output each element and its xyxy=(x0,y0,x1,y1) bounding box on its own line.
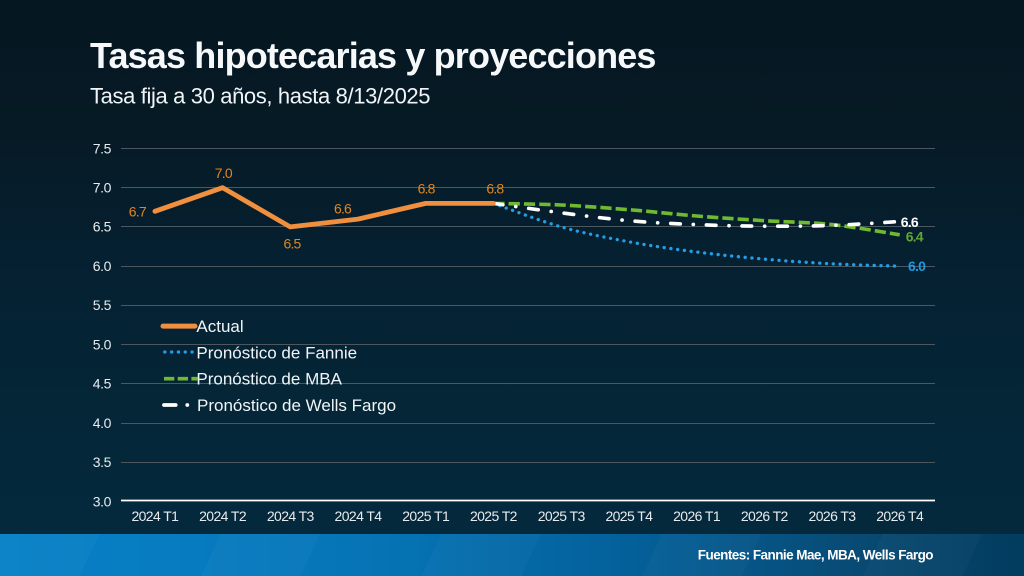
svg-text:Pronóstico de Wells Fargo: Pronóstico de Wells Fargo xyxy=(197,396,396,415)
svg-text:6.0: 6.0 xyxy=(93,258,112,274)
svg-text:Tasa fija a 30 años, hasta 8/1: Tasa fija a 30 años, hasta 8/13/2025 xyxy=(90,84,430,109)
svg-text:Pronóstico de Fannie: Pronóstico de Fannie xyxy=(196,343,357,362)
svg-text:7.0: 7.0 xyxy=(215,165,233,181)
svg-text:6.6: 6.6 xyxy=(901,214,919,230)
svg-text:5.5: 5.5 xyxy=(93,297,112,313)
svg-text:2025 T2: 2025 T2 xyxy=(470,508,518,524)
svg-text:2024 T1: 2024 T1 xyxy=(131,508,179,524)
svg-text:6.5: 6.5 xyxy=(283,236,301,252)
svg-text:Fuentes: Fannie Mae, MBA, Well: Fuentes: Fannie Mae, MBA, Wells Fargo xyxy=(698,548,933,563)
svg-text:5.0: 5.0 xyxy=(93,336,112,352)
svg-text:2025 T3: 2025 T3 xyxy=(538,508,586,524)
svg-text:2026 T1: 2026 T1 xyxy=(673,508,721,524)
svg-text:Actual: Actual xyxy=(196,317,243,336)
svg-text:Tasas hipotecarias y proyeccio: Tasas hipotecarias y proyecciones xyxy=(90,35,656,76)
svg-text:7.5: 7.5 xyxy=(93,140,112,156)
svg-text:6.7: 6.7 xyxy=(129,204,147,220)
svg-text:6.5: 6.5 xyxy=(93,219,112,235)
svg-text:2026 T2: 2026 T2 xyxy=(741,508,789,524)
svg-text:6.0: 6.0 xyxy=(908,258,926,274)
svg-text:7.0: 7.0 xyxy=(93,180,112,196)
svg-text:2024 T2: 2024 T2 xyxy=(199,508,247,524)
svg-text:2024 T4: 2024 T4 xyxy=(335,508,383,524)
svg-text:3.0: 3.0 xyxy=(93,493,112,509)
svg-text:2026 T3: 2026 T3 xyxy=(809,508,857,524)
svg-text:Pronóstico de MBA: Pronóstico de MBA xyxy=(196,370,342,389)
svg-text:4.0: 4.0 xyxy=(93,415,112,431)
svg-text:2025 T1: 2025 T1 xyxy=(402,508,450,524)
svg-text:6.8: 6.8 xyxy=(486,180,504,196)
svg-text:2024 T3: 2024 T3 xyxy=(267,508,315,524)
svg-text:6.4: 6.4 xyxy=(906,229,924,245)
svg-text:4.5: 4.5 xyxy=(93,376,112,392)
svg-text:2026 T4: 2026 T4 xyxy=(876,508,924,524)
svg-text:6.8: 6.8 xyxy=(418,180,436,196)
svg-text:3.5: 3.5 xyxy=(93,454,112,470)
svg-text:2025 T4: 2025 T4 xyxy=(605,508,653,524)
svg-text:6.6: 6.6 xyxy=(334,201,352,217)
